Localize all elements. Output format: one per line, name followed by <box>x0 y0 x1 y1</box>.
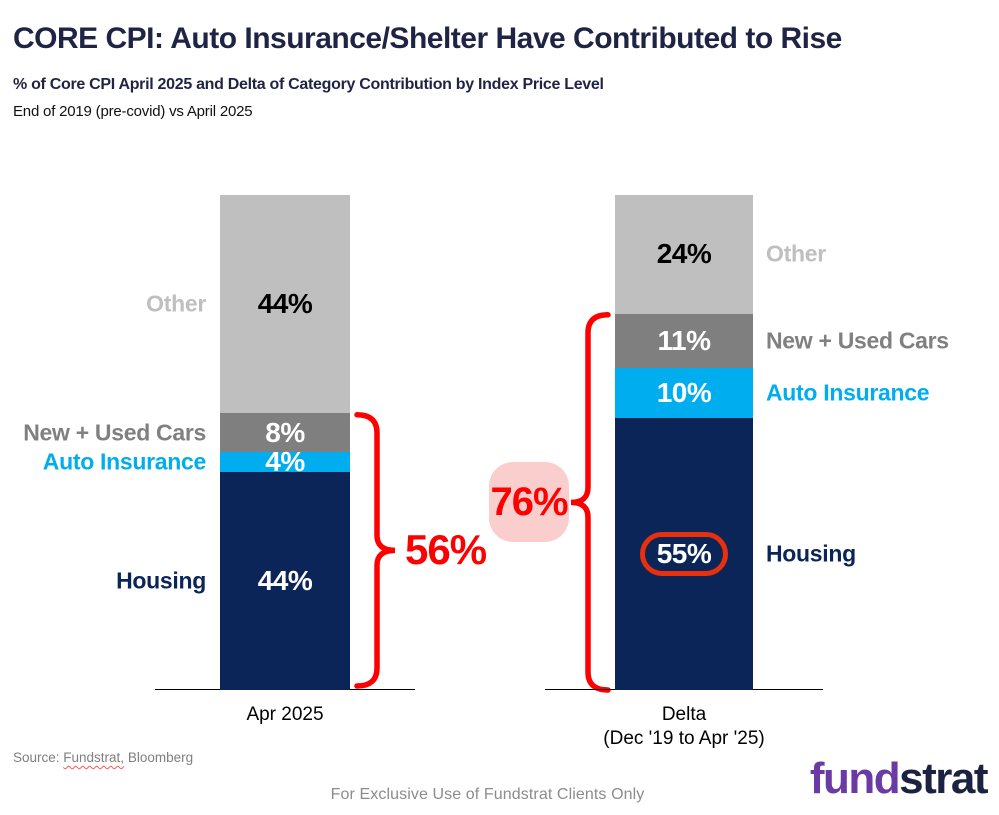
segment-value-other-bar2: 24% <box>656 238 712 270</box>
right-brace <box>570 312 611 693</box>
segment-value-auto-insurance-bar1: 4% <box>265 446 305 478</box>
legend-other-bar1: Other <box>146 290 206 317</box>
right-brace-total-badge: 76% <box>489 462 569 543</box>
legend-new-used-cars-bar2: New + Used Cars <box>766 327 949 354</box>
legend-auto-insurance-bar2: Auto Insurance <box>766 379 930 406</box>
left-brace-total: 56% <box>405 526 487 574</box>
segment-value-new-used-cars-bar2: 11% <box>657 325 712 357</box>
logo-fund: fund <box>809 754 901 803</box>
segment-other-bar2: 24% <box>615 195 753 314</box>
right-brace-total: 76% <box>490 479 568 524</box>
segment-housing-bar2: 55% <box>615 417 753 690</box>
segment-value-other-bar1: 44% <box>257 287 313 319</box>
logo-strat: strat <box>899 754 988 803</box>
chart-subtitle: % of Core CPI April 2025 and Delta of Ca… <box>13 76 604 93</box>
segment-new-used-cars-bar2: 11% <box>615 313 753 369</box>
segment-value-housing-bar1: 44% <box>257 565 313 597</box>
legend-new-used-cars-bar1: New + Used Cars <box>23 419 206 446</box>
disclaimer-text: For Exclusive Use of Fundstrat Clients O… <box>330 786 645 803</box>
source-fundstrat: Fundstrat, <box>63 750 125 765</box>
segment-value-auto-insurance-bar2: 10% <box>656 377 712 408</box>
segment-other-bar1: 44% <box>220 195 350 413</box>
legend-housing-bar1: Housing <box>116 567 206 594</box>
source-line: Source: Fundstrat, Bloomberg <box>13 750 193 765</box>
segment-auto-insurance-bar1: 4% <box>220 448 350 476</box>
segment-value-new-used-cars-bar1: 8% <box>265 416 305 448</box>
x-tick-apr-2025: Apr 2025 <box>246 704 324 725</box>
x-tick-delta: Delta (Dec '19 to Apr '25) <box>603 704 765 749</box>
legend-auto-insurance-bar1: Auto Insurance <box>42 448 207 475</box>
source-prefix: Source: <box>13 750 64 765</box>
segment-housing-bar1: 44% <box>220 472 350 690</box>
left-brace <box>354 412 396 689</box>
page-title: CORE CPI: Auto Insurance/Shelter Have Co… <box>13 22 842 55</box>
segment-auto-insurance-bar2: 10% <box>615 368 753 418</box>
legend-housing-bar2: Housing <box>766 540 856 567</box>
legend-other-bar2: Other <box>766 240 826 267</box>
chart-note: End of 2019 (pre-covid) vs April 2025 <box>13 103 253 120</box>
fundstrat-logo: fundstrat <box>809 754 989 803</box>
segment-value-housing-bar2: 55% <box>639 531 729 576</box>
segment-new-used-cars-bar1: 8% <box>220 412 350 453</box>
source-bloomberg: Bloomberg <box>124 750 194 765</box>
